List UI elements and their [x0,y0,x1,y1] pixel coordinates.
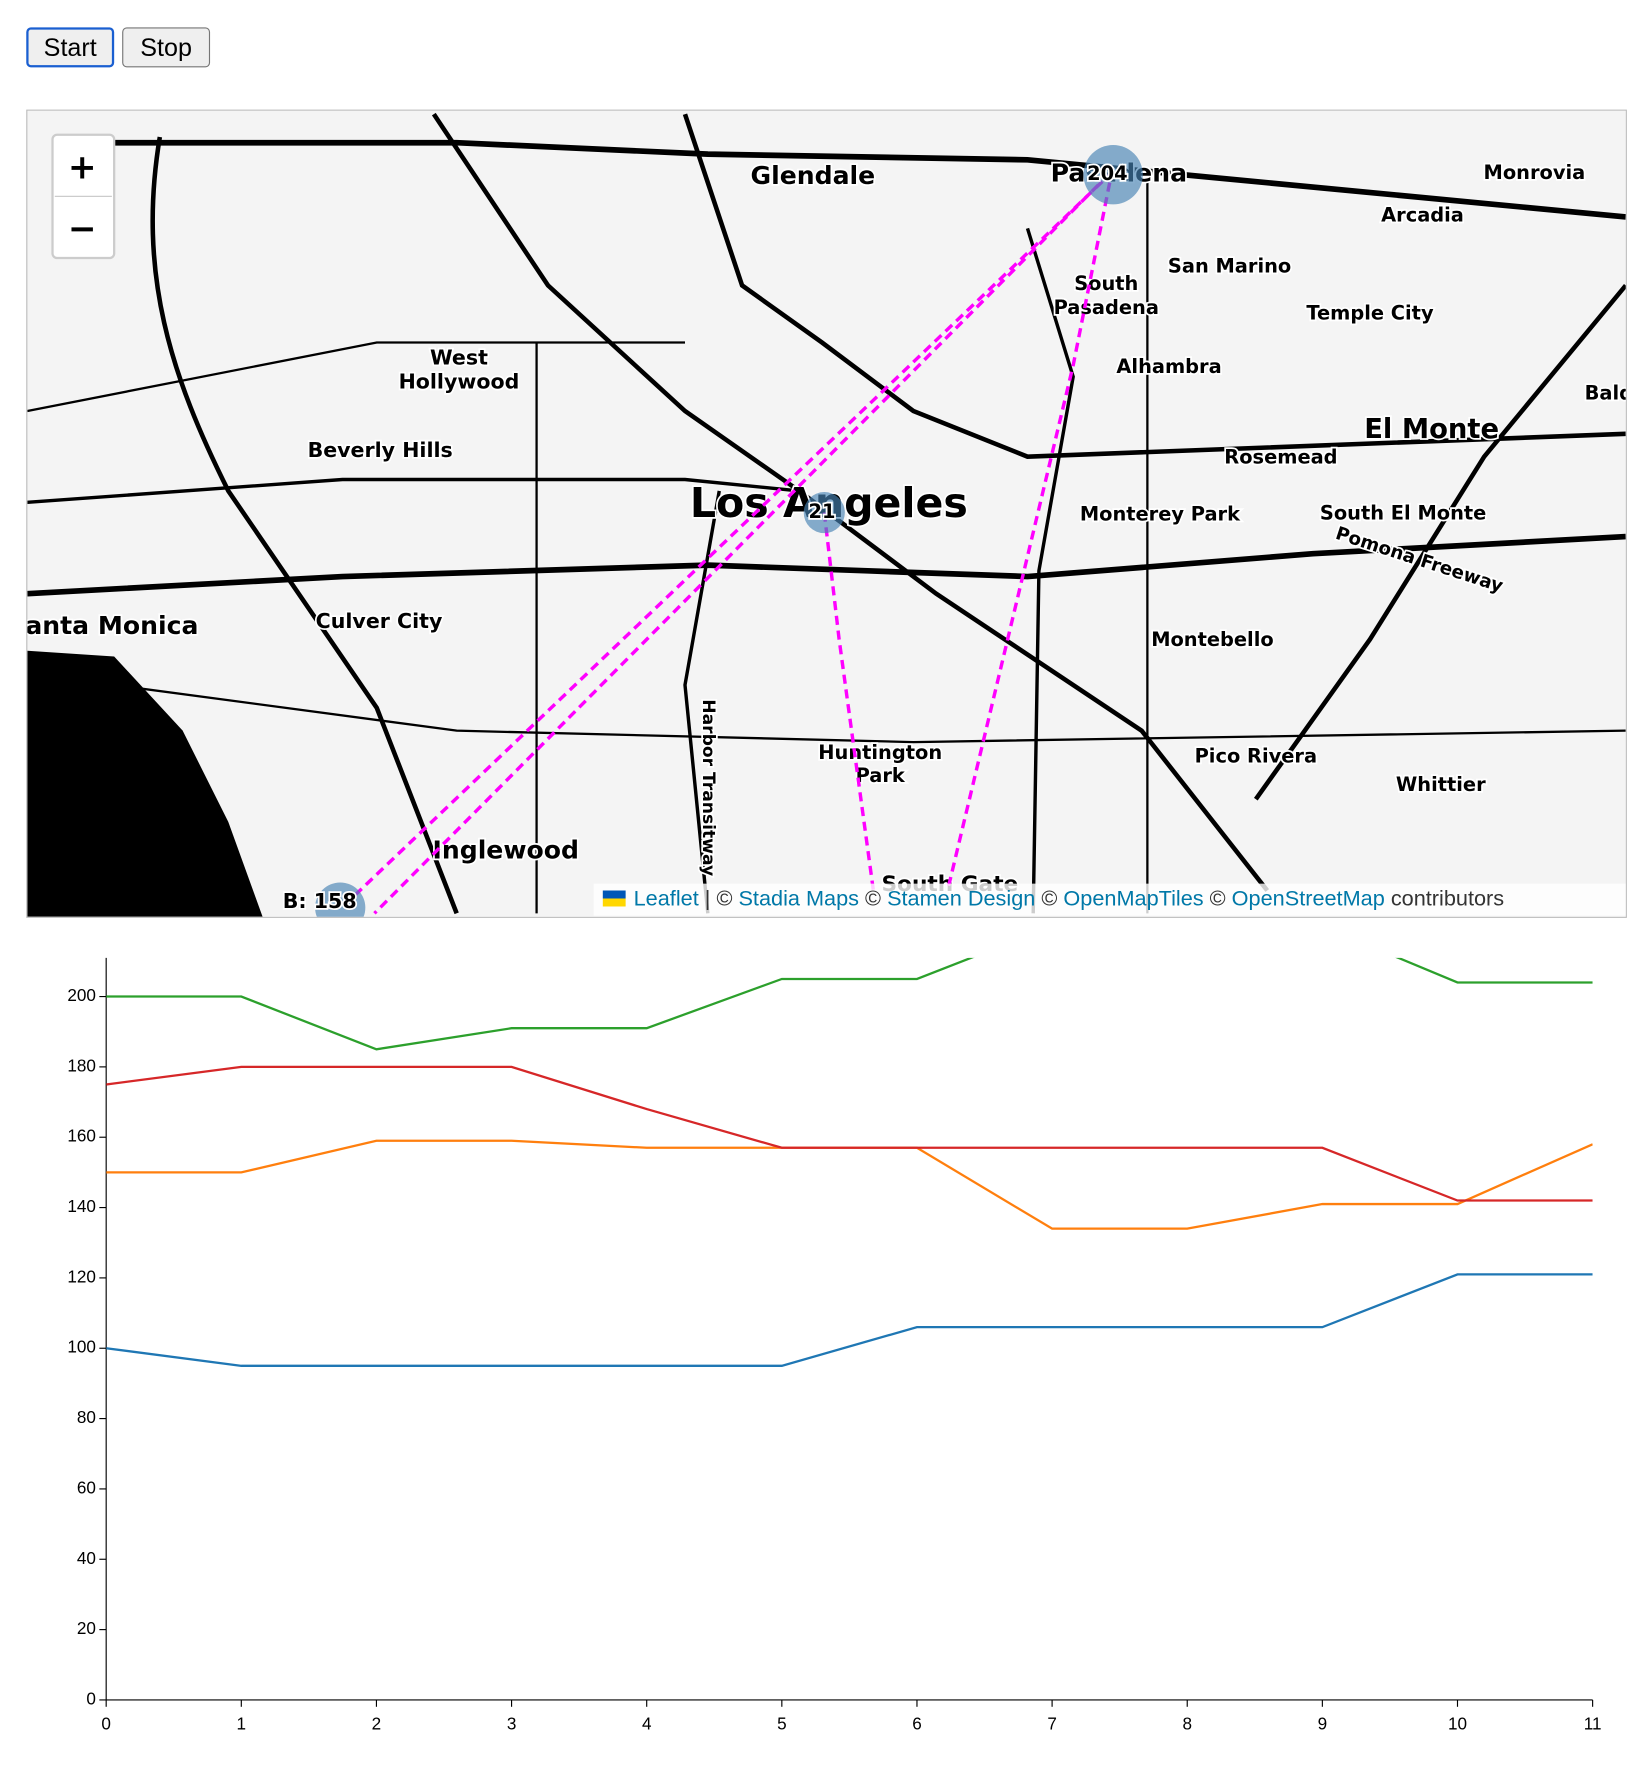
link[interactable]: Leaflet [634,885,699,910]
y-tick-label: 120 [67,1267,96,1286]
place-label: Temple City [1306,301,1434,324]
series-line [106,1273,1593,1367]
x-tick-label: 9 [1318,1715,1328,1734]
x-tick-label: 8 [1182,1715,1192,1734]
place-label: Rosemead [1224,445,1337,468]
y-tick-label: 20 [77,1619,96,1638]
place-label: Culver City [316,609,443,633]
text: © [865,885,881,910]
x-tick-label: 5 [777,1715,787,1734]
x-tick-label: 10 [1448,1715,1467,1734]
place-label: Alhambra [1116,355,1221,378]
y-tick-label: 160 [67,1127,96,1146]
place-label: Arcadia [1381,203,1464,226]
marker-label: 204 [1087,162,1127,185]
place-label: El Monte [1364,414,1499,445]
line-chart: 0 20 40 60 80 100 120 140 160 180 200 0 1 2 3 4 5 6 7 8 9 10 1… [67,957,1602,1734]
x-tick-label: 11 [1584,1715,1602,1734]
attribution: Leaflet | © Stadia Maps © Stamen Design … [593,883,1626,916]
x-tick-label: 1 [237,1715,247,1734]
series-line [106,1065,1593,1202]
place-label: Monterey Park [1080,502,1241,525]
place-label: Pasadena [1054,296,1159,319]
y-tick-label: 60 [77,1478,96,1497]
y-tick-label: 80 [77,1408,96,1427]
place-label: West [430,345,488,369]
place-label: South [1074,272,1138,295]
flag [602,890,626,899]
attribution-box [593,883,1626,916]
place-label: Huntington [818,741,942,764]
zoom-control: + − [51,133,116,260]
place-label: Inglewood [433,836,579,865]
text: © [1210,885,1226,910]
series-line [106,957,1593,1051]
place-label: Monrovia [1484,161,1586,184]
link[interactable]: Stamen Design [887,885,1035,910]
place-label: South El Monte [1320,501,1486,524]
series-line [106,1139,1593,1230]
stop-button[interactable]: Stop [122,27,211,68]
plot [106,957,1593,1367]
marker[interactable] [803,492,845,534]
roads [27,112,1626,917]
text: | © [705,885,733,910]
y-tick-label: 40 [77,1549,96,1568]
marker-label: B: 158 [283,889,357,913]
link[interactable]: OpenStreetMap [1232,885,1385,910]
map-labels: Glendale Pasadena Monrovia Arcadia San M… [26,157,1627,899]
place-label: Hollywood [399,369,520,393]
y-tick-label: 140 [67,1197,96,1216]
zoom-out[interactable]: − [68,209,97,249]
x-tick-label: 3 [507,1715,517,1734]
start-button[interactable]: Start [26,27,115,68]
x-tick-label: 0 [101,1715,111,1734]
road-label: Harbor Transitway [698,699,718,876]
place-label: Glendale [751,161,876,190]
routes [352,170,1115,915]
marker-label: 21 [809,500,836,523]
place-label: San Marino [1168,255,1291,278]
y-tick-label: 200 [67,986,96,1005]
place-label: Park [856,764,906,787]
attribution-text: Leaflet | © Stadia Maps © Stamen Design … [634,885,1505,910]
place-label: Whittier [1396,773,1486,796]
y-tick-label: 100 [67,1338,96,1357]
text: contributors [1391,885,1504,910]
link[interactable]: Stadia Maps [738,885,859,910]
place-label: Montebello [1151,628,1274,651]
markers: 204 21 B: 158 [281,144,1143,918]
text: © [1041,885,1057,910]
marker[interactable] [315,882,366,918]
place-label: Beverly Hills [308,438,453,462]
map[interactable]: Glendale Pasadena Monrovia Arcadia San M… [26,109,1627,918]
x-tick-label: 6 [912,1715,922,1734]
x-tick-label: 4 [642,1715,652,1734]
x-tick-label: 2 [372,1715,382,1734]
place-label: Bald [1585,381,1627,404]
marker[interactable] [1083,144,1143,205]
y-tick-label: 0 [86,1689,96,1708]
place-label: anta Monica [26,611,198,640]
x-tick-label: 7 [1047,1715,1057,1734]
place-label: Pico Rivera [1195,744,1317,767]
link[interactable]: OpenMapTiles [1063,885,1203,910]
y-tick-label: 180 [67,1056,96,1075]
zoom-in[interactable]: + [68,147,97,187]
flag [602,898,626,907]
